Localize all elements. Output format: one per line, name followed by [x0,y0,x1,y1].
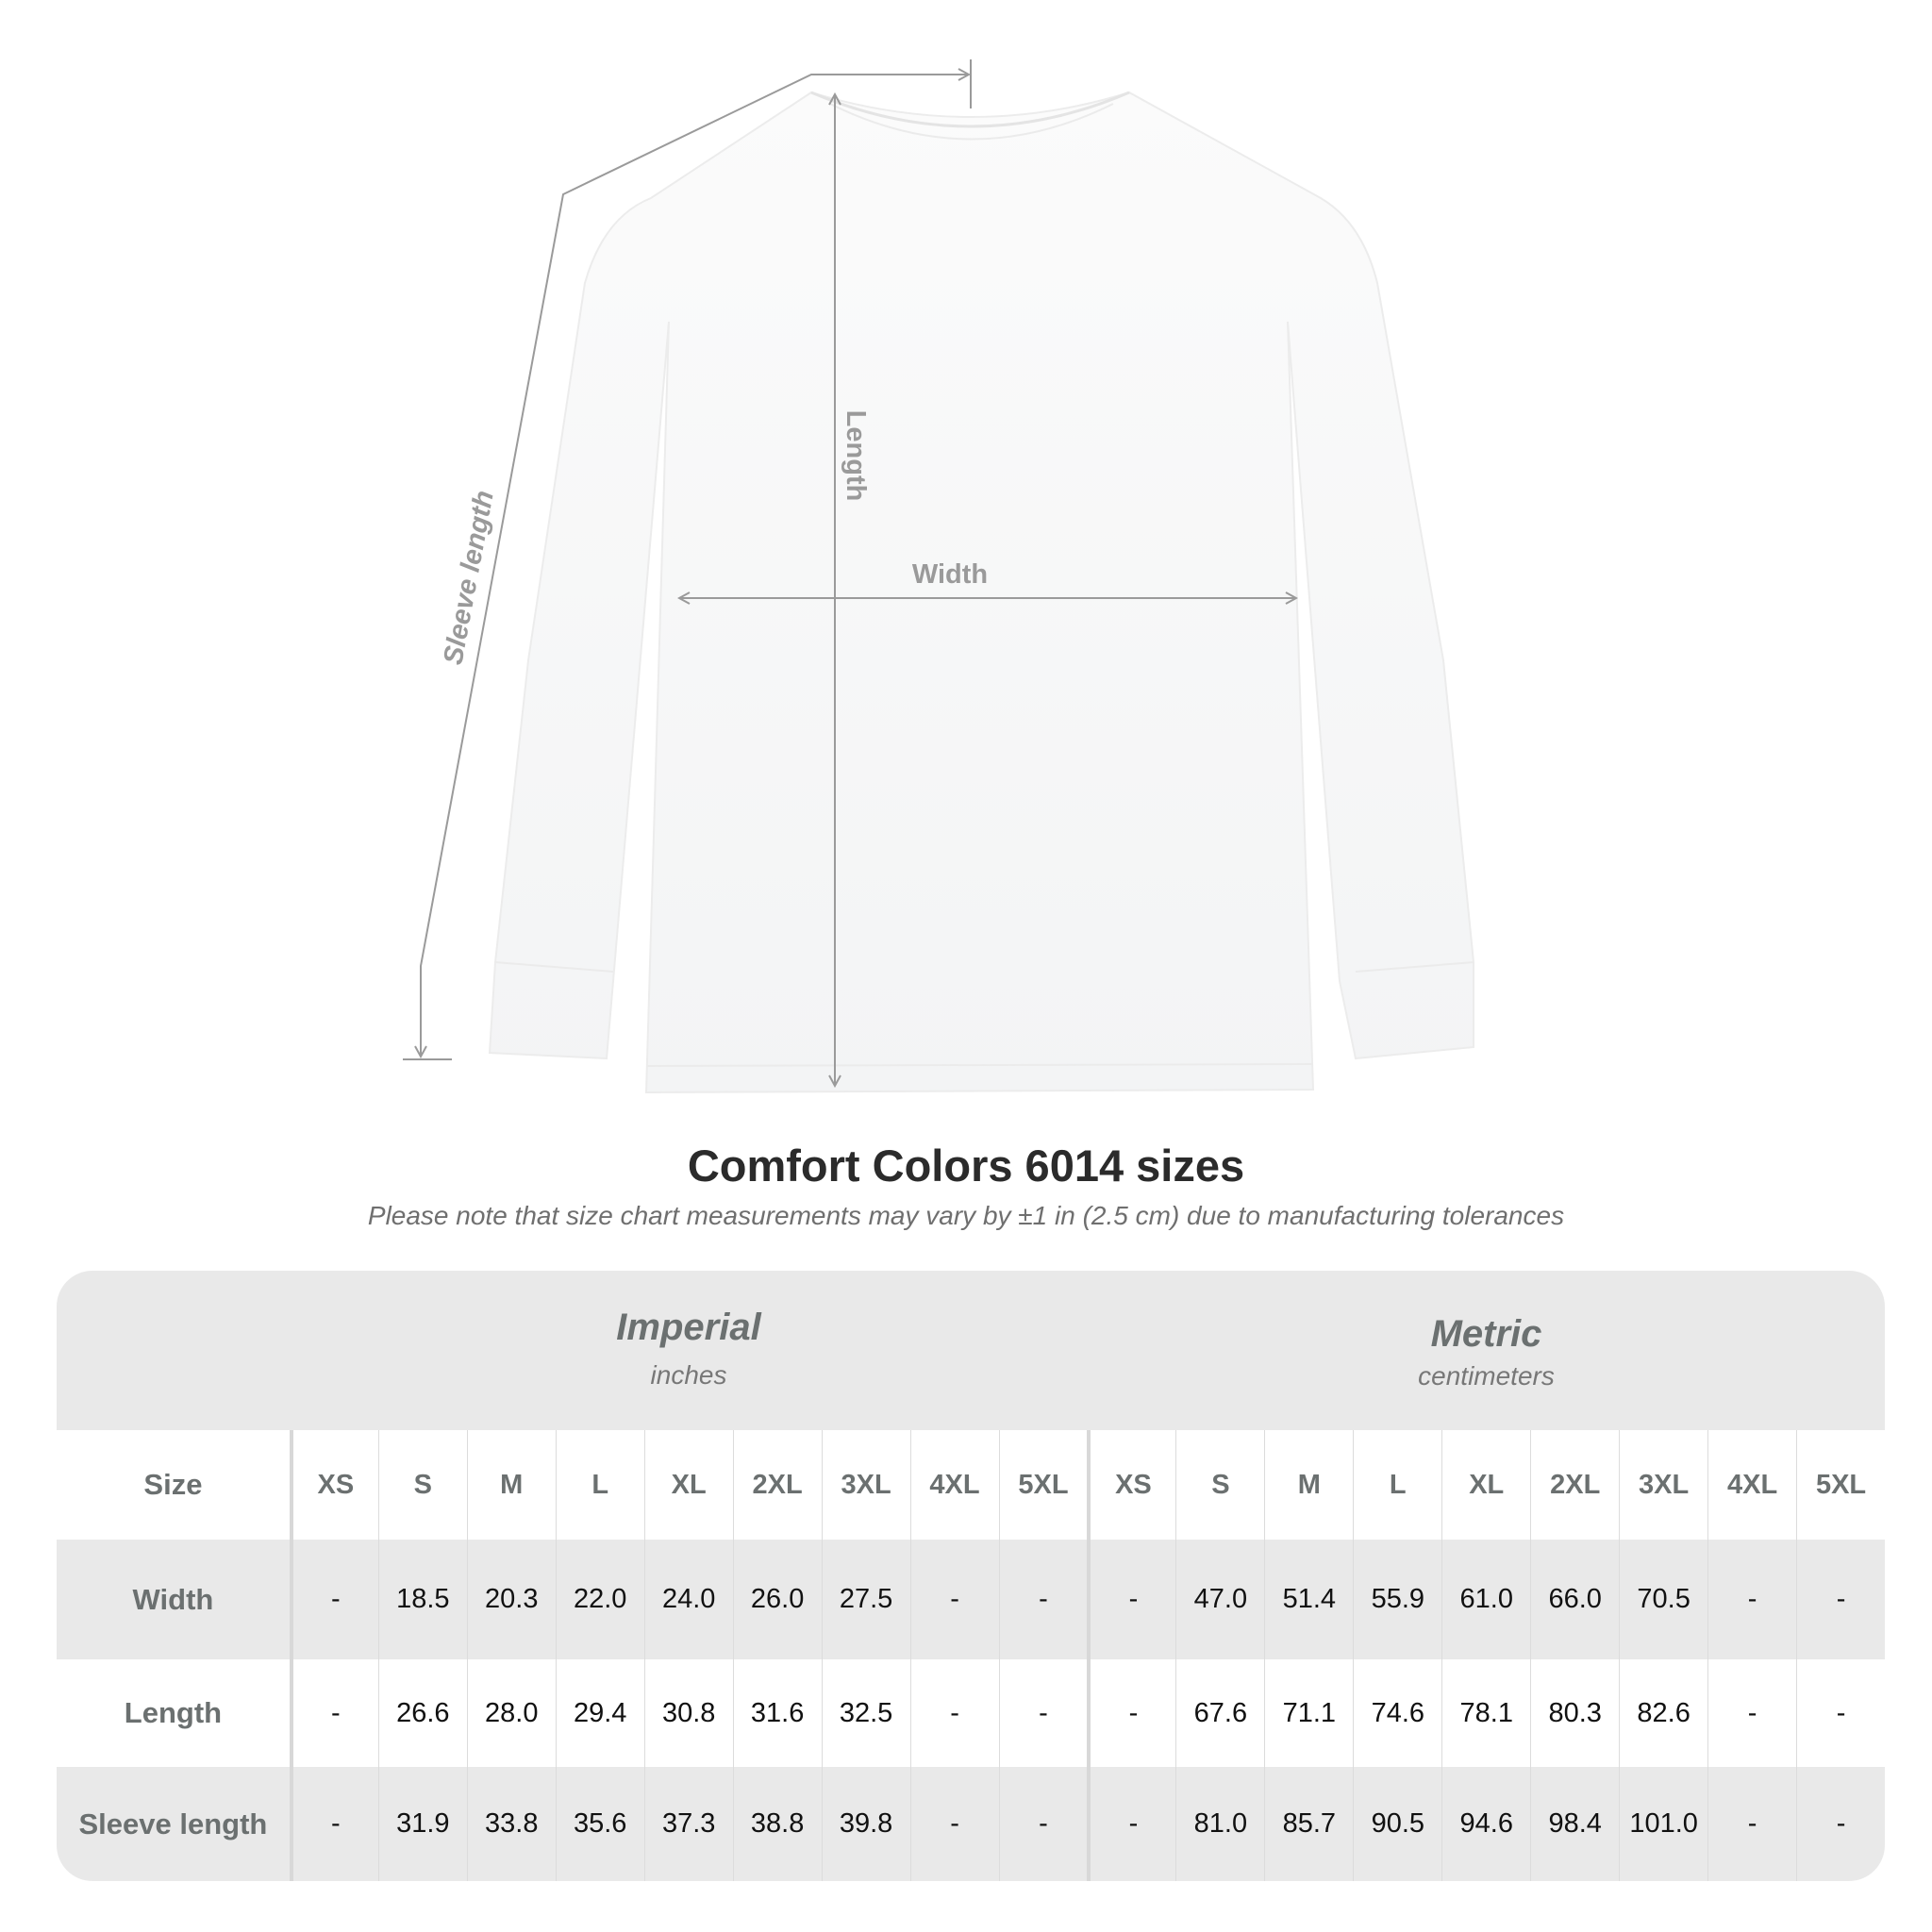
size-header-cell: M [466,1430,556,1540]
size-header-cell: L [1353,1430,1441,1540]
table-cell: 33.8 [466,1767,556,1881]
size-header-cell: XS [1087,1430,1175,1540]
table-cell: - [1796,1540,1885,1659]
row-label: Length [124,1696,223,1729]
size-header-cell: 3XL [821,1430,910,1540]
table-cell: 26.0 [732,1540,822,1659]
table-cell: - [998,1659,1088,1767]
table-cell: 31.6 [732,1659,822,1767]
table-cell: 47.0 [1175,1540,1264,1659]
table-cell: 39.8 [821,1767,910,1881]
size-header-cell: 2XL [1530,1430,1619,1540]
table-cell: 81.0 [1175,1767,1264,1881]
table-cell: 35.6 [555,1767,644,1881]
table-cell: 85.7 [1264,1767,1353,1881]
table-cell: - [1707,1540,1796,1659]
table-cell: 78.1 [1441,1659,1530,1767]
table-cell: 98.4 [1530,1767,1619,1881]
table-cell: 51.4 [1264,1540,1353,1659]
size-header-cell: 4XL [1707,1430,1796,1540]
table-cell: 74.6 [1353,1659,1441,1767]
table-cell: 30.8 [643,1659,733,1767]
table-cell: - [998,1540,1088,1659]
row-label: Size [143,1468,203,1501]
size-header-cell: L [555,1430,644,1540]
imperial-header: Imperial inches [290,1271,1088,1430]
table-cell: 27.5 [821,1540,910,1659]
size-header-cell: S [377,1430,467,1540]
table-row: Sleeve length -31.9 33.8 35.6 37.3 38.8 39.8- -… [57,1767,1885,1881]
size-header-cell: XL [1441,1430,1530,1540]
size-header-row: Size XS S M L XL 2XL 3XL 4XL 5XL XS S M L XL 2XL 3XL 4XL 5… [57,1430,1885,1540]
table-cell: 71.1 [1264,1659,1353,1767]
sleeve-length-label: Sleeve length [438,489,500,668]
table-cell: - [1087,1659,1175,1767]
table-cell: 20.3 [466,1540,556,1659]
table-cell: - [909,1767,999,1881]
table-cell: - [1796,1659,1885,1767]
table-cell: - [1087,1767,1175,1881]
size-header-cell: XL [643,1430,733,1540]
size-header-cell: 3XL [1619,1430,1707,1540]
tolerance-note: Please note that size chart measurements… [367,1201,1565,1230]
table-cell: 70.5 [1619,1540,1707,1659]
table-cell: 80.3 [1530,1659,1619,1767]
table-cell: 38.8 [732,1767,822,1881]
imperial-title: Imperial [616,1307,761,1348]
size-header-cell: M [1264,1430,1353,1540]
row-label: Sleeve length [78,1807,268,1840]
table-cell: 26.6 [377,1659,467,1767]
metric-header: Metric centimeters [1088,1271,1885,1430]
table-cell: - [998,1767,1088,1881]
length-label: Length [841,410,871,502]
table-cell: - [909,1540,999,1659]
table-row: Width -18.5 20.3 22.0 24.0 26.0 27.5- - -47.0 51.… [57,1540,1885,1659]
table-cell: 24.0 [643,1540,733,1659]
size-header-cell: S [1175,1430,1264,1540]
measurement-lines [403,59,1296,1086]
table-cell: 67.6 [1175,1659,1264,1767]
table-cell: - [289,1767,378,1881]
shirt-illustration [488,91,1474,1094]
table-cell: - [1707,1767,1796,1881]
table-cell: - [289,1659,378,1767]
table-cell: 32.5 [821,1659,910,1767]
table-cell: - [1707,1659,1796,1767]
table-cell: 61.0 [1441,1540,1530,1659]
size-header-cell: 2XL [732,1430,822,1540]
table-cell: - [909,1659,999,1767]
table-row: Length -26.6 28.0 29.4 30.8 31.6 32.5- - -67.6 71… [57,1659,1885,1767]
table-cell: 31.9 [377,1767,467,1881]
table-cell: 94.6 [1441,1767,1530,1881]
table-cell: 55.9 [1353,1540,1441,1659]
size-header-cell: XS [289,1430,378,1540]
table-cell: - [1087,1540,1175,1659]
table-cell: 28.0 [466,1659,556,1767]
imperial-unit: inches [650,1360,727,1390]
size-chart-table: Imperial inches Metric centimeters Size X… [57,1271,1885,1881]
page-title: Comfort Colors 6014 sizes [687,1141,1245,1191]
size-header-cell: 5XL [1796,1430,1885,1540]
width-label: Width [912,559,988,590]
table-cell: 18.5 [377,1540,467,1659]
shirt-diagram: Width Length Sleeve length [403,59,1474,1094]
size-header-cell: 5XL [998,1430,1088,1540]
table-cell: 90.5 [1353,1767,1441,1881]
metric-title: Metric [1430,1313,1542,1355]
metric-unit: centimeters [1418,1361,1555,1391]
table-cell: - [289,1540,378,1659]
table-cell: 101.0 [1619,1767,1707,1881]
table-cell: 29.4 [555,1659,644,1767]
table-cell: 22.0 [555,1540,644,1659]
row-label: Width [132,1582,214,1616]
size-header-cell: 4XL [909,1430,999,1540]
sleeve-line [421,75,969,1057]
table-cell: 66.0 [1530,1540,1619,1659]
table-cell: 37.3 [643,1767,733,1881]
table-cell: 82.6 [1619,1659,1707,1767]
table-cell: - [1796,1767,1885,1881]
